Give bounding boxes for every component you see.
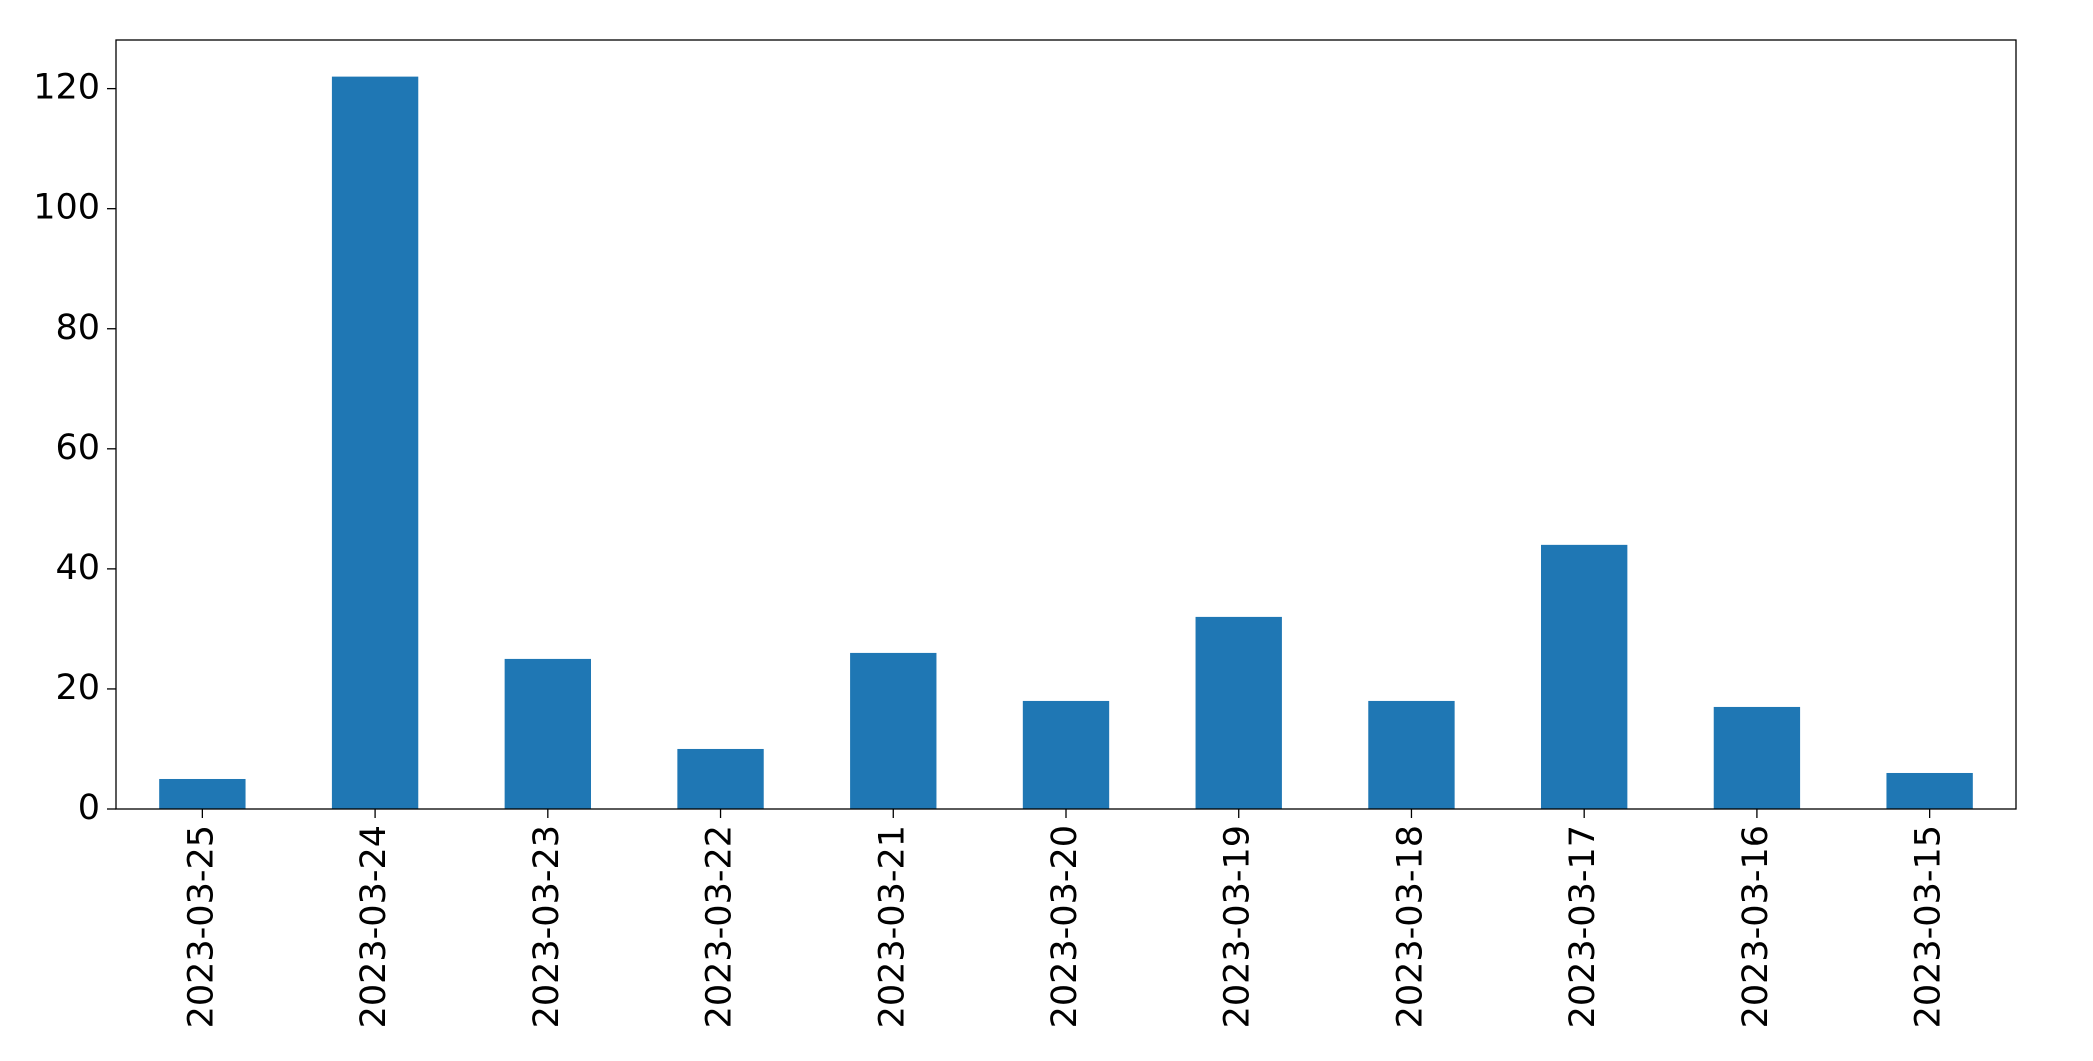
x-tick-label: 2023-03-17 bbox=[1563, 825, 1603, 1028]
y-tick-label: 80 bbox=[55, 308, 100, 348]
x-tick-label: 2023-03-16 bbox=[1736, 825, 1776, 1028]
y-tick-label: 40 bbox=[55, 548, 100, 588]
x-tick-label: 2023-03-18 bbox=[1390, 825, 1430, 1028]
x-tick-label: 2023-03-23 bbox=[527, 825, 567, 1028]
bar bbox=[159, 778, 246, 809]
x-tick-label: 2023-03-19 bbox=[1218, 825, 1258, 1028]
bar bbox=[1022, 700, 1110, 809]
x-tick-label: 2023-03-15 bbox=[1909, 825, 1949, 1028]
y-tick-label: 20 bbox=[55, 668, 100, 708]
bar bbox=[504, 658, 591, 809]
bar bbox=[1368, 700, 1455, 809]
bar bbox=[1541, 544, 1628, 809]
y-tick-label: 120 bbox=[33, 68, 100, 108]
y-tick-label: 0 bbox=[78, 788, 100, 828]
x-tick-label: 2023-03-24 bbox=[354, 825, 394, 1028]
plot-frame bbox=[115, 39, 2017, 810]
y-tick-label: 60 bbox=[55, 428, 100, 468]
x-tick-label: 2023-03-22 bbox=[700, 825, 740, 1028]
bar bbox=[1886, 772, 1973, 809]
x-tick-label: 2023-03-21 bbox=[872, 825, 912, 1028]
bar bbox=[1713, 706, 1801, 809]
bar bbox=[331, 76, 419, 810]
bar bbox=[850, 652, 937, 809]
bar bbox=[677, 748, 764, 809]
bar bbox=[1195, 616, 1282, 809]
x-tick-label: 2023-03-25 bbox=[181, 825, 221, 1028]
x-tick-label: 2023-03-20 bbox=[1045, 825, 1085, 1028]
y-tick-label: 100 bbox=[33, 188, 100, 228]
